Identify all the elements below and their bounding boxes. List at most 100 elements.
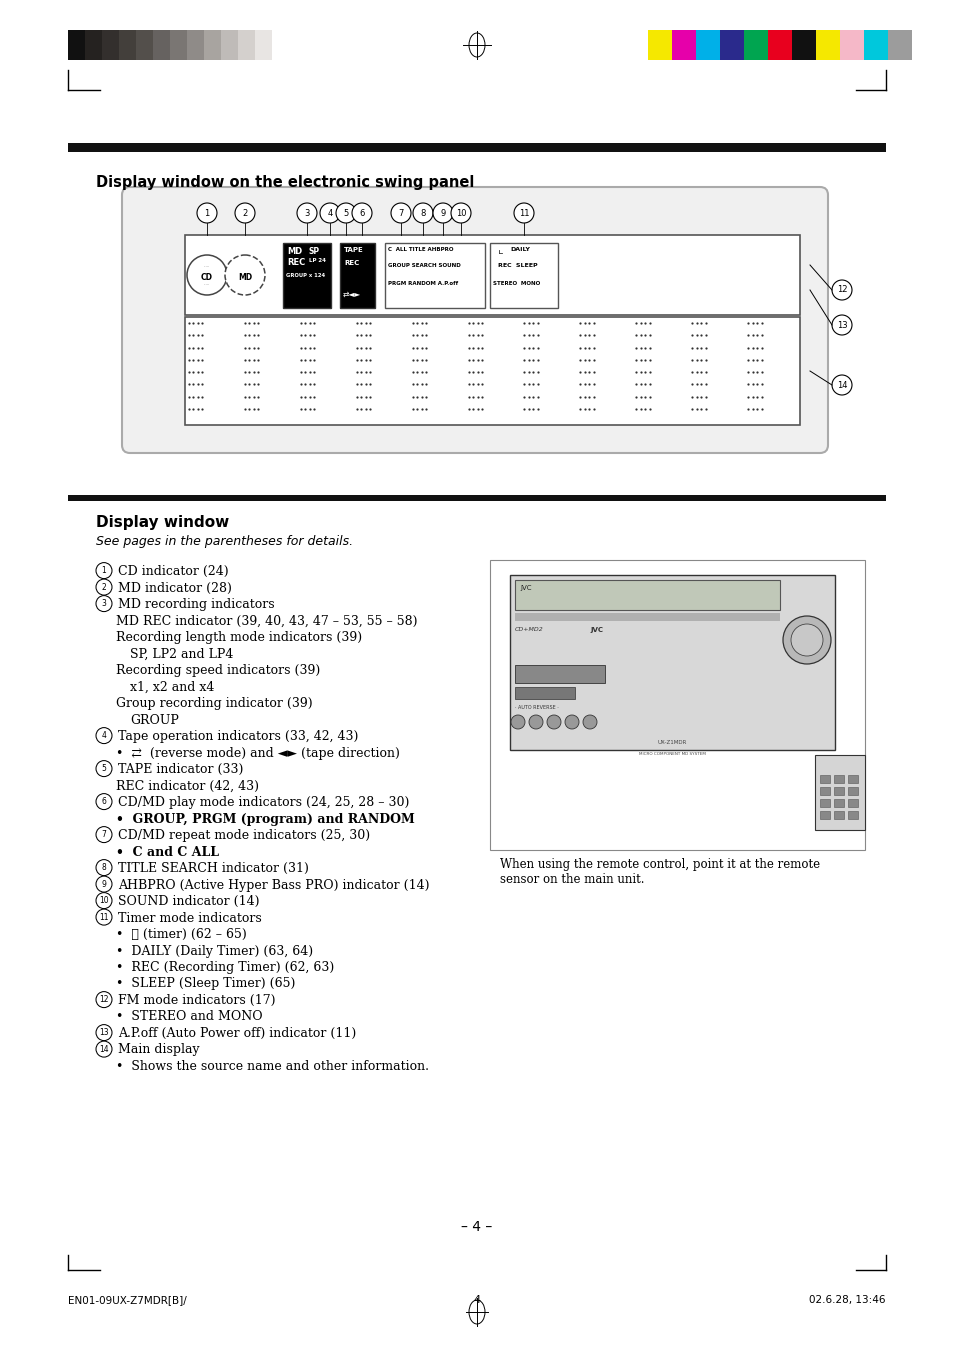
Bar [385,243,484,308]
Text: DAILY: DAILY [510,247,530,253]
Bar [510,576,834,750]
Circle shape [529,715,542,730]
Circle shape [96,1042,112,1056]
Bar [847,798,857,807]
Text: 10: 10 [456,208,466,218]
Bar [767,30,791,59]
Text: MICRO COMPONENT MD SYSTEM: MICRO COMPONENT MD SYSTEM [639,753,705,757]
Bar [515,580,780,611]
Text: 6: 6 [359,208,364,218]
Text: 02.6.28, 13:46: 02.6.28, 13:46 [809,1296,885,1305]
Text: TAPE: TAPE [344,247,363,253]
Circle shape [391,203,411,223]
Text: •  ⌚ (timer) (62 – 65): • ⌚ (timer) (62 – 65) [116,928,247,942]
Text: 14: 14 [836,381,846,389]
Bar [743,30,767,59]
Text: Recording speed indicators (39): Recording speed indicators (39) [116,663,320,677]
Text: x1, x2 and x4: x1, x2 and x4 [130,681,214,693]
Circle shape [790,624,822,657]
Text: When using the remote control, point it at the remote
sensor on the main unit.: When using the remote control, point it … [499,858,820,886]
Circle shape [782,616,830,663]
Bar [283,243,331,308]
Text: 4: 4 [101,731,107,740]
Bar [820,798,829,807]
Text: 5: 5 [343,208,348,218]
Circle shape [96,793,112,809]
Bar [68,494,885,501]
Circle shape [96,761,112,777]
Bar [68,143,885,153]
Bar [185,235,800,315]
Bar [833,811,843,819]
Text: ·····: ····· [204,282,210,286]
Text: SOUND indicator (14): SOUND indicator (14) [118,894,259,908]
Text: EN01-09UX-Z7MDR[B]/: EN01-09UX-Z7MDR[B]/ [68,1296,187,1305]
Bar [490,243,558,308]
Text: MD: MD [237,273,252,281]
Text: FM mode indicators (17): FM mode indicators (17) [118,994,275,1006]
Text: 10: 10 [99,896,109,905]
Text: CD+MD2: CD+MD2 [515,627,543,632]
Bar [840,30,863,59]
Circle shape [96,909,112,925]
Text: Recording length mode indicators (39): Recording length mode indicators (39) [116,631,362,644]
Circle shape [96,1024,112,1040]
Bar [863,30,887,59]
Text: 1: 1 [204,208,210,218]
Text: GROUP SEARCH SOUND: GROUP SEARCH SOUND [388,263,460,267]
Text: UX-Z1MDR: UX-Z1MDR [658,740,686,744]
Text: Display window on the electronic swing panel: Display window on the electronic swing p… [96,176,474,190]
Text: GROUP x 124: GROUP x 124 [286,273,325,278]
Text: JVC: JVC [519,585,531,590]
Bar [820,811,829,819]
Text: •  REC (Recording Timer) (62, 63): • REC (Recording Timer) (62, 63) [116,961,334,974]
Bar [170,30,187,59]
Bar [887,30,911,59]
Text: A.P.off (Auto Power off) indicator (11): A.P.off (Auto Power off) indicator (11) [118,1027,355,1040]
Text: SP: SP [309,247,320,255]
Text: MD recording indicators: MD recording indicators [118,598,274,611]
Text: REC: REC [287,258,305,267]
Text: 4: 4 [473,1296,480,1305]
Bar [833,788,843,794]
Text: 12: 12 [836,285,846,295]
Circle shape [831,280,851,300]
Circle shape [96,580,112,594]
Text: 13: 13 [99,1028,109,1038]
Bar [847,788,857,794]
Text: C  ALL TITLE AHBPRO: C ALL TITLE AHBPRO [388,247,453,253]
Bar [272,30,289,59]
Text: 3: 3 [304,208,310,218]
Text: GROUP: GROUP [130,713,178,727]
Circle shape [511,715,524,730]
Text: 1: 1 [102,566,107,576]
Bar [204,30,221,59]
Bar [815,30,840,59]
Text: ⇄◄►: ⇄◄► [343,290,361,299]
Text: •  STEREO and MONO: • STEREO and MONO [116,1011,262,1024]
Text: •  ⇄  (reverse mode) and ◄► (tape direction): • ⇄ (reverse mode) and ◄► (tape directio… [116,747,399,759]
Bar [185,317,800,426]
Text: 5: 5 [101,765,107,773]
Text: MD: MD [287,247,302,255]
Bar [254,30,272,59]
Circle shape [96,992,112,1008]
Circle shape [352,203,372,223]
Text: 8: 8 [102,863,107,873]
Bar [339,243,375,308]
Text: Timer mode indicators: Timer mode indicators [118,912,261,924]
Bar [847,811,857,819]
Text: 11: 11 [99,912,109,921]
Text: 6: 6 [101,797,107,807]
Text: CD: CD [201,273,213,281]
Text: – 4 –: – 4 – [461,1220,492,1233]
Bar [820,775,829,784]
Text: REC  SLEEP: REC SLEEP [497,263,537,267]
Text: MD indicator (28): MD indicator (28) [118,581,232,594]
Circle shape [225,255,265,295]
Text: CD/MD play mode indicators (24, 25, 28 – 30): CD/MD play mode indicators (24, 25, 28 –… [118,796,409,809]
Circle shape [831,376,851,394]
Bar [102,30,119,59]
Bar [221,30,237,59]
Circle shape [234,203,254,223]
